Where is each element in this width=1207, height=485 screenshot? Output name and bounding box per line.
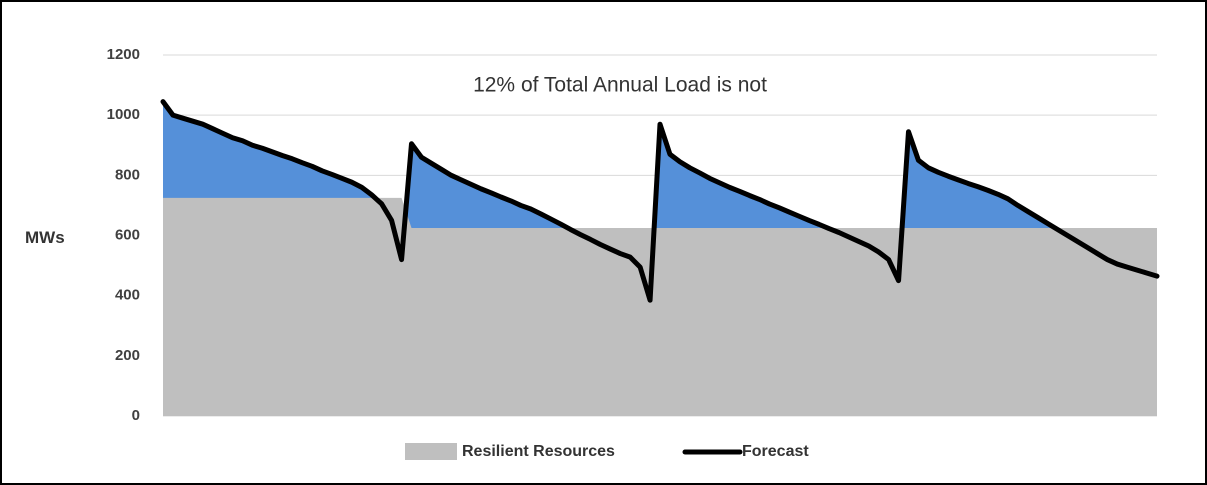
y-tick-label: 800 (115, 166, 140, 183)
y-tick-label: 600 (115, 226, 140, 243)
legend-label: Forecast (742, 443, 809, 460)
y-tick-label: 0 (132, 407, 140, 424)
y-tick-label: 200 (115, 347, 140, 364)
legend-swatch (405, 443, 457, 460)
y-tick-label: 1000 (107, 106, 140, 123)
area (163, 197, 1157, 416)
y-axis-label: MWs (25, 228, 65, 247)
line (160, 99, 1160, 303)
y-tick-label: 1200 (107, 46, 140, 63)
legend-label: Resilient Resources (462, 443, 615, 460)
y-tick-label: 400 (115, 287, 140, 304)
annotation: 12% of Total Annual Load is not (473, 74, 767, 97)
